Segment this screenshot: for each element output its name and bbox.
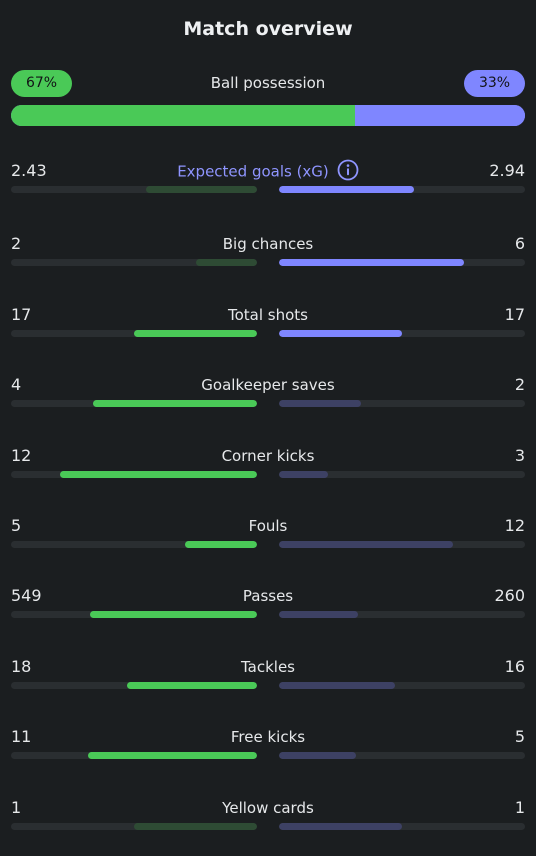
home-value: 5 [11,516,22,535]
home-value: 17 [11,305,32,324]
stat-row: 4 Goalkeeper saves 2 [11,375,525,419]
stat-label-text: Big chances [222,235,314,253]
stat-label-text: Fouls [248,517,288,535]
stat-label: Goalkeeper saves [11,375,525,395]
stat-row: 549 Passes 260 [11,586,525,630]
away-bar-track [279,611,525,618]
away-bar-track [279,400,525,407]
possession-label: Ball possession [210,74,326,92]
home-bar-fill [184,541,257,548]
away-bar-track [279,186,525,193]
away-bar-fill [279,330,402,337]
away-bar-track [279,330,525,337]
away-value: 12 [504,516,525,535]
stat-label-text: Expected goals (xG) [177,162,329,181]
away-value: 1 [514,798,525,817]
home-bar-track [11,823,257,830]
away-bar-track [279,541,525,548]
home-bar-track [11,541,257,548]
home-bar-fill [134,330,257,337]
away-value: 2.94 [489,161,525,180]
home-bar-fill [60,471,257,478]
home-bar-track [11,186,257,193]
home-value: 2 [11,234,22,253]
stat-label-text: Tackles [240,658,296,676]
possession-header: 67% Ball possession 33% [11,70,525,97]
away-bar-fill [279,611,358,618]
home-bar-track [11,471,257,478]
away-value: 5 [514,727,525,746]
home-bar-fill [126,682,257,689]
stat-label-text: Corner kicks [221,447,315,465]
stat-row: 2.43 Expected goals (xG) 2.94 [11,159,525,205]
home-value: 4 [11,375,22,394]
away-bar-fill [279,682,395,689]
page-title: Match overview [183,18,353,40]
stat-row: 5 Fouls 12 [11,516,525,560]
home-bar-track [11,330,257,337]
stat-row: 2 Big chances 6 [11,234,525,278]
home-bar-fill [87,752,257,759]
stat-row: 1 Yellow cards 1 [11,798,525,842]
home-possession-badge: 67% [11,70,72,97]
away-value: 3 [514,446,525,465]
away-value: 17 [504,305,525,324]
home-value: 18 [11,657,32,676]
away-bar-track [279,682,525,689]
away-value: 260 [494,586,525,605]
away-bar-fill [279,186,415,193]
possession-bar-home [11,105,356,126]
home-bar-fill [134,823,257,830]
away-bar-track [279,823,525,830]
home-bar-track [11,682,257,689]
away-bar-fill [279,823,402,830]
stat-label[interactable]: Expected goals (xG) [11,159,525,183]
home-bar-track [11,611,257,618]
stat-label: Fouls [11,516,525,536]
away-value: 16 [504,657,525,676]
away-bar-fill [279,752,356,759]
possession-bar-away [355,105,525,126]
stat-label-text: Yellow cards [222,799,314,817]
stat-row: 11 Free kicks 5 [11,727,525,771]
home-bar-track [11,259,257,266]
away-bar-track [279,471,525,478]
away-bar-fill [279,400,361,407]
away-bar-fill [279,471,329,478]
home-value: 12 [11,446,32,465]
home-value: 2.43 [11,161,47,180]
stat-label-text: Goalkeeper saves [201,376,335,394]
stat-label: Big chances [11,234,525,254]
away-bar-track [279,259,525,266]
away-possession-badge: 33% [464,70,525,97]
stat-label: Corner kicks [11,446,525,466]
stat-label-text: Passes [242,587,294,605]
away-bar-track [279,752,525,759]
home-bar-track [11,400,257,407]
stat-row: 17 Total shots 17 [11,305,525,349]
stat-label: Passes [11,586,525,606]
stat-label: Total shots [11,305,525,325]
possession-bar [11,105,525,126]
away-value: 2 [514,375,525,394]
away-value: 6 [514,234,525,253]
home-value: 1 [11,798,22,817]
stat-label: Yellow cards [11,798,525,818]
away-bar-fill [279,259,464,266]
home-value: 11 [11,727,32,746]
away-bar-fill [279,541,453,548]
home-bar-fill [195,259,257,266]
home-bar-fill [146,186,257,193]
home-bar-track [11,752,257,759]
info-icon[interactable] [337,159,359,181]
stat-label-text: Total shots [228,306,308,324]
home-bar-fill [92,400,257,407]
stat-row: 12 Corner kicks 3 [11,446,525,490]
stat-label: Tackles [11,657,525,677]
stat-label: Free kicks [11,727,525,747]
home-value: 549 [11,586,42,605]
home-bar-fill [89,611,257,618]
stat-label-text: Free kicks [230,728,306,746]
stat-row: 18 Tackles 16 [11,657,525,701]
